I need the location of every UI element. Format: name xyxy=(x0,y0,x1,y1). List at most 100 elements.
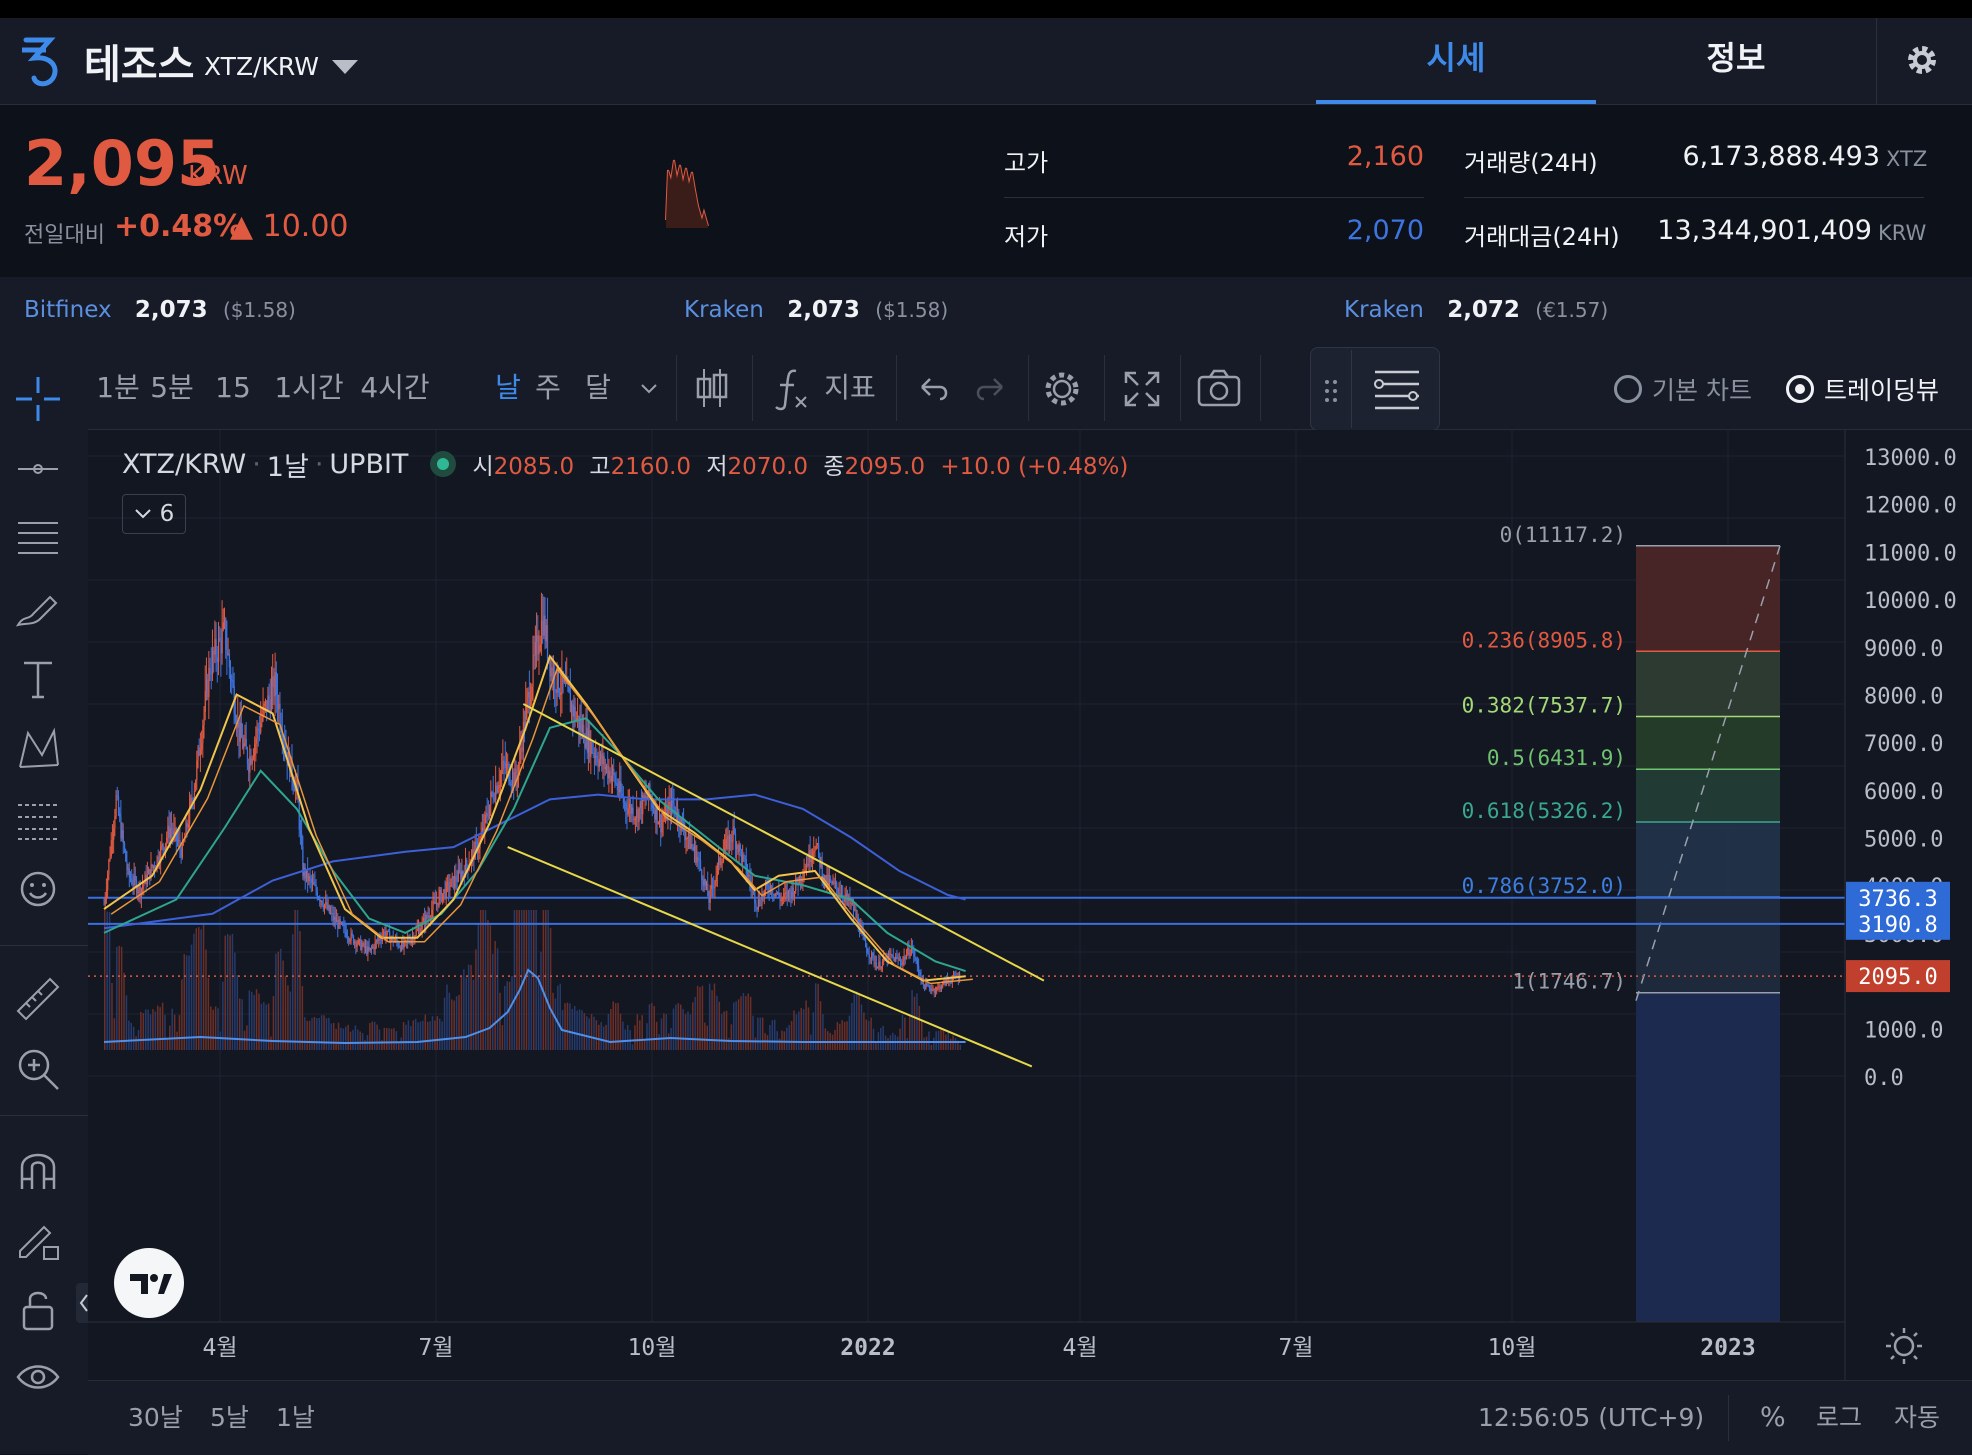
volume-bar xyxy=(171,1008,173,1050)
mode-basic-chart[interactable]: 기본 차트 xyxy=(1614,371,1752,407)
volume-bar xyxy=(812,1012,815,1050)
volume-bar xyxy=(581,1010,583,1050)
candle-body xyxy=(645,796,647,799)
volume-bar xyxy=(800,1007,802,1050)
volume-bar xyxy=(933,1037,935,1050)
exchange-item[interactable]: Kraken 2,072 (€1.57) xyxy=(1344,297,1608,323)
fib-lines-icon[interactable] xyxy=(10,511,66,567)
interval-15m[interactable]: 15분 xyxy=(215,371,251,486)
candle-body xyxy=(331,912,333,914)
horizontal-line-icon[interactable] xyxy=(10,441,66,497)
candle-body xyxy=(919,972,921,976)
time-axis-label: 2022 xyxy=(840,1335,895,1361)
range-5d[interactable]: 5날 xyxy=(210,1403,249,1432)
mode-tradingview[interactable]: 트레이딩뷰 xyxy=(1786,371,1939,407)
candle-body xyxy=(239,722,241,742)
interval-1m[interactable]: 1분 xyxy=(96,371,140,404)
chevron-down-icon[interactable] xyxy=(330,56,360,76)
tradingview-logo[interactable] xyxy=(114,1248,184,1318)
camera-icon[interactable] xyxy=(1196,369,1242,409)
candle-body xyxy=(589,730,591,758)
candle-body xyxy=(196,760,198,780)
settings-icon[interactable] xyxy=(1040,367,1084,411)
volume-bar xyxy=(679,1004,682,1050)
candle-body xyxy=(442,893,444,901)
candle-body xyxy=(183,841,185,844)
candle-body xyxy=(781,898,784,900)
fullscreen-icon[interactable] xyxy=(1122,369,1162,409)
function-icon[interactable] xyxy=(774,367,810,411)
interval-week[interactable]: 주 xyxy=(535,371,561,404)
tab-market[interactable]: 시세 xyxy=(1316,18,1596,104)
candle-body xyxy=(339,919,341,923)
pattern-icon[interactable] xyxy=(10,721,66,777)
candle-body xyxy=(699,860,702,870)
gear-icon[interactable] xyxy=(1902,40,1942,80)
price-tag-label: 3190.8 xyxy=(1858,913,1937,938)
candle-body xyxy=(269,699,271,712)
candle-body xyxy=(419,928,421,934)
sun-icon[interactable] xyxy=(1884,1326,1924,1366)
candle-body xyxy=(202,725,204,744)
floating-toolbar[interactable] xyxy=(1310,347,1440,431)
price-chart[interactable]: 0(11117.2) 0.236(8905.8) 0.382(7537.7) 0.5(… xyxy=(88,430,1972,1380)
candle-body xyxy=(546,625,549,659)
range-1d[interactable]: 1날 xyxy=(276,1403,315,1432)
volume-bar xyxy=(424,1014,427,1050)
exchange-item[interactable]: Kraken 2,073 ($1.58) xyxy=(684,297,948,323)
candle-body xyxy=(934,991,937,993)
candle-body xyxy=(925,983,927,990)
undo-icon[interactable] xyxy=(918,375,950,403)
crosshair-icon[interactable] xyxy=(10,371,66,427)
candle-body xyxy=(333,916,335,921)
candle-body xyxy=(773,894,775,897)
eye-icon[interactable] xyxy=(10,1351,66,1407)
radio-unselected-icon[interactable] xyxy=(1614,375,1642,403)
candle-body xyxy=(248,764,250,773)
interval-5m[interactable]: 5분 xyxy=(150,371,194,404)
text-tool-icon[interactable] xyxy=(10,651,66,707)
candle-body xyxy=(497,787,499,793)
candle-style-icon[interactable] xyxy=(692,367,732,409)
candle-body xyxy=(345,931,347,938)
candle-body xyxy=(542,620,544,636)
lock-drawing-icon[interactable] xyxy=(10,1211,66,1267)
brush-icon[interactable] xyxy=(10,581,66,637)
tab-info[interactable]: 정보 xyxy=(1706,39,1766,77)
interval-4h[interactable]: 4시간 xyxy=(360,371,430,404)
indicators-button[interactable]: 지표 xyxy=(824,371,876,404)
candle-body xyxy=(620,781,622,794)
interval-day[interactable]: 날 xyxy=(495,371,521,404)
interval-1h[interactable]: 1시간 xyxy=(274,371,344,404)
candle-body xyxy=(217,638,220,662)
redo-icon[interactable] xyxy=(974,375,1006,403)
candle-body xyxy=(398,946,400,948)
unlock-icon[interactable] xyxy=(10,1281,66,1337)
radio-selected-icon[interactable] xyxy=(1786,375,1814,403)
candle-body xyxy=(778,892,780,897)
object-tree-icon[interactable] xyxy=(1369,368,1425,412)
chart-panel[interactable]: 0(11117.2) 0.236(8905.8) 0.382(7537.7) 0.5(… xyxy=(88,430,1972,1454)
candle-body xyxy=(432,901,434,910)
exchange-price-usd: ($1.58) xyxy=(223,298,296,322)
zoom-in-icon[interactable] xyxy=(10,1041,66,1097)
interval-month[interactable]: 달 xyxy=(585,371,611,404)
auto-scale-button[interactable]: 자동 xyxy=(1894,1403,1941,1432)
volume-bar xyxy=(588,1018,590,1050)
volume-bar xyxy=(559,983,561,1050)
emoji-icon[interactable] xyxy=(10,861,66,917)
prediction-icon[interactable] xyxy=(10,791,66,847)
volume-bar xyxy=(564,1003,566,1050)
candle-body xyxy=(304,867,306,879)
chevron-down-icon[interactable] xyxy=(638,377,660,399)
drag-handle-icon[interactable] xyxy=(1323,378,1339,404)
range-30d[interactable]: 30날 xyxy=(128,1403,183,1432)
candle-body xyxy=(221,629,223,654)
log-scale-button[interactable]: 로그 xyxy=(1816,1403,1863,1432)
magnet-icon[interactable] xyxy=(10,1141,66,1197)
indicators-toggle-button[interactable]: 6 xyxy=(122,494,186,534)
candle-body xyxy=(503,760,505,763)
exchange-item[interactable]: Bitfinex 2,073 ($1.58) xyxy=(24,297,296,323)
percent-scale-button[interactable]: % xyxy=(1760,1402,1786,1433)
ruler-icon[interactable] xyxy=(10,971,66,1027)
